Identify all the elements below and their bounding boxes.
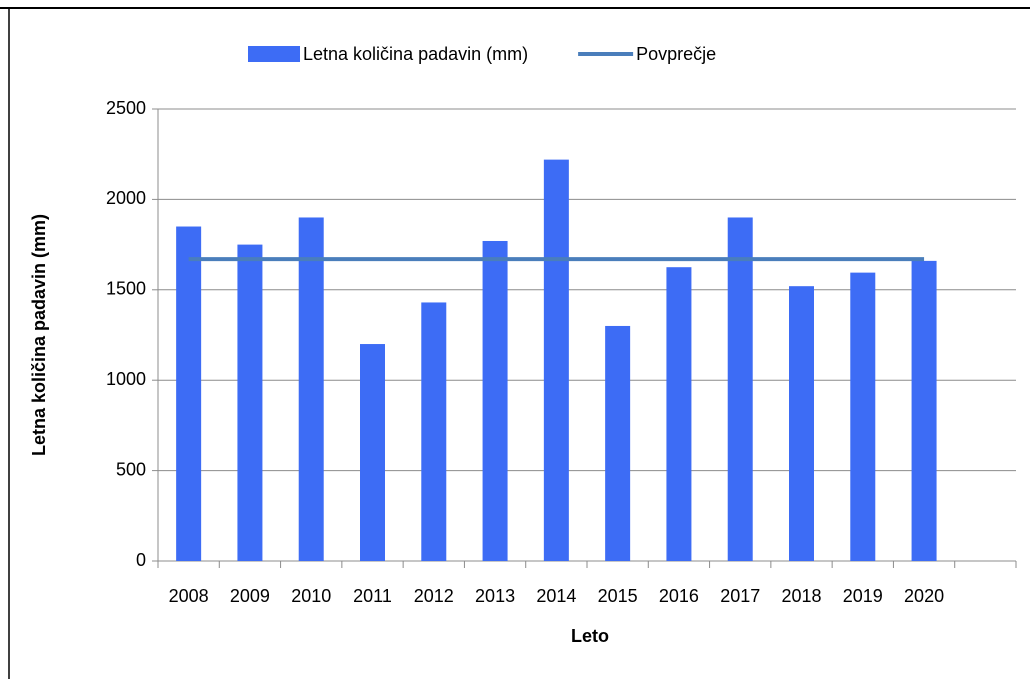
bar — [237, 244, 263, 561]
y-tick-label: 1500 — [106, 279, 146, 299]
x-tick-label: 2012 — [414, 586, 454, 606]
bar — [789, 286, 814, 561]
x-tick-label: 2016 — [659, 586, 699, 606]
y-tick-label: 500 — [116, 459, 146, 479]
x-tick-label: 2009 — [230, 586, 270, 606]
x-tick-label: 2015 — [598, 586, 638, 606]
bar — [482, 240, 508, 561]
bar — [421, 302, 447, 561]
bar — [543, 159, 569, 561]
y-tick-label: 0 — [136, 550, 146, 570]
bar — [176, 226, 202, 561]
y-tick-label: 2000 — [106, 188, 146, 208]
bar — [605, 325, 631, 561]
y-axis-title: Letna količina padavin (mm) — [29, 214, 49, 456]
x-tick-label: 2014 — [536, 586, 576, 606]
legend-label: Povprečje — [636, 44, 716, 64]
y-tick-label: 1000 — [106, 369, 146, 389]
x-tick-label: 2013 — [475, 586, 515, 606]
bar — [298, 217, 324, 562]
x-tick-label: 2018 — [781, 586, 821, 606]
x-tick-label: 2020 — [904, 586, 944, 606]
x-tick-label: 2017 — [720, 586, 760, 606]
bar — [850, 272, 876, 561]
x-tick-label: 2011 — [353, 586, 392, 606]
x-tick-label: 2019 — [843, 586, 883, 606]
x-tick-label: 2008 — [169, 586, 209, 606]
x-tick-label: 2010 — [291, 586, 331, 606]
bar — [727, 217, 753, 562]
bar — [360, 344, 385, 561]
y-tick-label: 2500 — [106, 98, 146, 118]
bar — [666, 267, 692, 561]
bar — [911, 260, 937, 561]
legend-label: Letna količina padavin (mm) — [303, 44, 528, 64]
legend-swatch — [248, 46, 300, 62]
x-axis-title: Leto — [571, 626, 609, 646]
